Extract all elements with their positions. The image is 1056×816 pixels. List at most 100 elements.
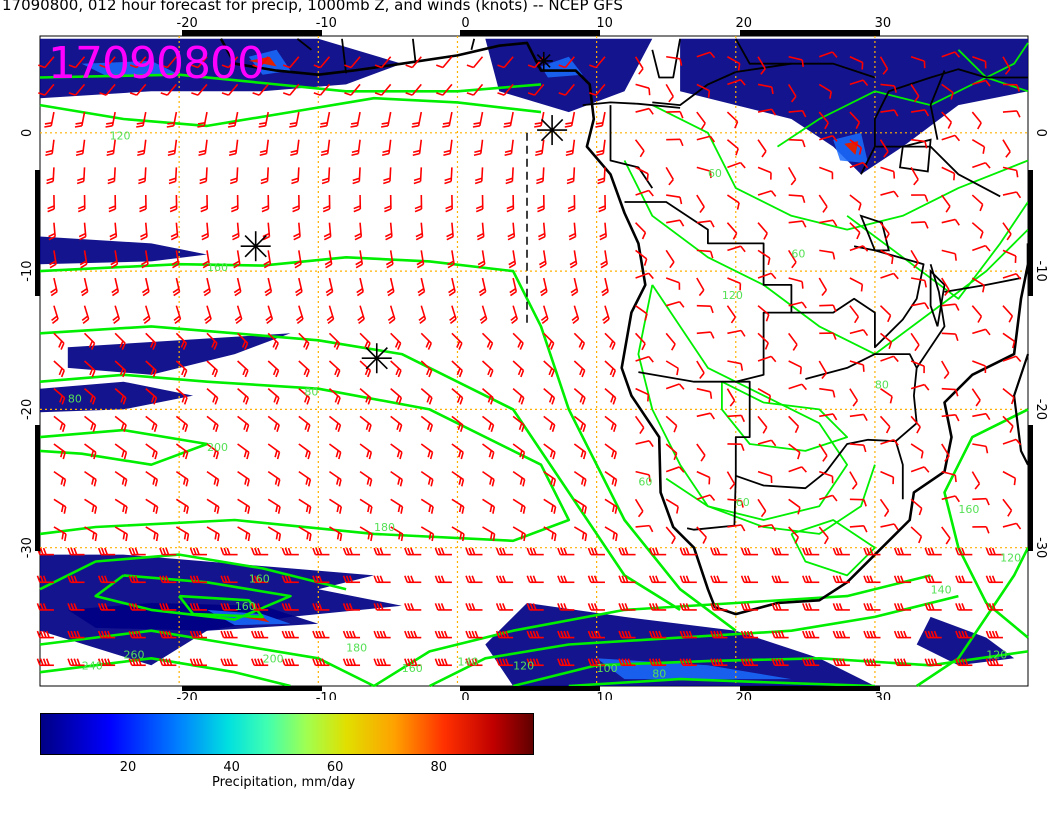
barb-flag bbox=[367, 397, 372, 405]
wind-barb-386 bbox=[114, 388, 127, 405]
barb-flag bbox=[198, 658, 203, 666]
wind-barb-726 bbox=[710, 658, 728, 667]
barb-shaft bbox=[818, 443, 828, 457]
barb-flag bbox=[507, 232, 515, 238]
wind-barb-265 bbox=[325, 277, 334, 297]
barb-flag bbox=[913, 178, 919, 186]
barb-flag bbox=[398, 397, 403, 405]
height-contour-14 bbox=[568, 677, 875, 688]
lon-tick-top-1: -10 bbox=[316, 16, 337, 31]
wind-barb-247 bbox=[757, 249, 771, 266]
wind-barb-523 bbox=[390, 498, 404, 514]
barb-flag bbox=[38, 92, 46, 96]
barb-flag bbox=[887, 315, 892, 323]
barb-flag bbox=[79, 260, 87, 266]
barb-flag bbox=[97, 603, 102, 611]
wind-barb-644 bbox=[159, 603, 177, 611]
barb-flag bbox=[977, 122, 982, 130]
barb-flag bbox=[648, 440, 654, 448]
barb-flag bbox=[303, 340, 308, 348]
barb-flag bbox=[159, 547, 164, 555]
wind-barb-661 bbox=[679, 603, 697, 611]
wind-barb-27 bbox=[879, 56, 889, 75]
wind-barb-216 bbox=[788, 220, 807, 228]
wind-barb-292 bbox=[173, 305, 182, 324]
barb-flag bbox=[352, 177, 360, 182]
barb-flag bbox=[44, 125, 52, 128]
barb-flag bbox=[398, 532, 401, 540]
barb-shaft bbox=[788, 498, 801, 509]
wind-barb-650 bbox=[342, 603, 361, 611]
wind-barb-88 bbox=[788, 109, 807, 118]
wind-barb-187 bbox=[880, 190, 899, 198]
lon-tick-bottom-1: -10 bbox=[316, 691, 337, 700]
barb-flag bbox=[260, 180, 268, 185]
contour-label-16: 80 bbox=[652, 668, 666, 681]
barb-flag bbox=[702, 536, 708, 544]
barb-flag bbox=[440, 603, 445, 611]
barb-shaft bbox=[757, 166, 772, 174]
barb-flag bbox=[639, 427, 645, 434]
barb-flag bbox=[73, 603, 78, 611]
barb-flag bbox=[427, 450, 431, 458]
wind-barb-459 bbox=[390, 443, 403, 460]
lon-tick-bottom-3: 10 bbox=[596, 691, 613, 700]
barb-flag bbox=[505, 658, 510, 666]
colorbar-label: Precipitation, mm/day bbox=[212, 775, 356, 790]
barb-shaft bbox=[941, 83, 954, 94]
barb-flag bbox=[305, 370, 310, 378]
barb-flag bbox=[536, 180, 544, 185]
barb-flag bbox=[927, 630, 932, 638]
barb-flag bbox=[621, 575, 626, 583]
barb-flag bbox=[287, 603, 292, 611]
contour-label-14: 120 bbox=[513, 659, 534, 672]
barb-flag bbox=[458, 477, 462, 485]
wind-barb-436 bbox=[665, 415, 678, 433]
barb-flag bbox=[254, 547, 259, 555]
barb-flag bbox=[954, 219, 960, 226]
barb-shaft bbox=[74, 56, 86, 68]
barb-flag bbox=[537, 205, 545, 210]
barb-flag bbox=[458, 342, 463, 350]
barb-flag bbox=[589, 64, 597, 69]
barb-flag bbox=[107, 180, 115, 185]
barb-flag bbox=[1015, 170, 1019, 178]
wind-barb-639 bbox=[985, 575, 1003, 584]
barb-flag bbox=[710, 630, 715, 638]
barb-flag bbox=[866, 658, 871, 666]
wind-barb-505 bbox=[819, 470, 834, 484]
barb-flag bbox=[257, 630, 262, 638]
barb-flag bbox=[801, 195, 806, 204]
barb-flag bbox=[590, 575, 595, 583]
wind-barb-328 bbox=[298, 332, 310, 350]
barb-shaft bbox=[788, 415, 800, 427]
barb-flag bbox=[167, 152, 175, 157]
barb-flag bbox=[535, 630, 540, 638]
barb-flag bbox=[252, 92, 260, 96]
barb-flag bbox=[557, 603, 562, 611]
barb-flag bbox=[802, 603, 807, 611]
barb-flag bbox=[91, 505, 95, 513]
barb-flag bbox=[835, 658, 840, 666]
wind-barb-694 bbox=[710, 630, 728, 639]
barb-flag bbox=[713, 658, 718, 666]
contour-label-19: 60 bbox=[736, 496, 750, 509]
barb-shaft bbox=[788, 109, 803, 113]
barb-flag bbox=[131, 547, 136, 555]
wind-barb-251 bbox=[880, 249, 894, 265]
barb-flag bbox=[440, 547, 445, 555]
barb-shaft bbox=[819, 387, 834, 392]
wind-barb-103 bbox=[259, 139, 270, 157]
barb-flag bbox=[740, 547, 745, 555]
wind-barb-301 bbox=[449, 305, 457, 324]
wind-barb-234 bbox=[355, 250, 364, 269]
wind-barb-686 bbox=[465, 630, 483, 639]
barb-flag bbox=[89, 368, 94, 376]
barb-flag bbox=[893, 85, 897, 93]
barb-flag bbox=[927, 547, 932, 555]
wind-barb-196 bbox=[170, 222, 179, 241]
barb-shaft bbox=[941, 249, 956, 255]
wind-barb-232 bbox=[294, 250, 302, 269]
contour-label-6: 160 bbox=[249, 572, 270, 585]
wind-barb-418 bbox=[114, 415, 127, 432]
